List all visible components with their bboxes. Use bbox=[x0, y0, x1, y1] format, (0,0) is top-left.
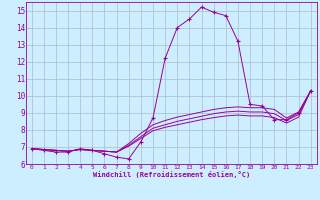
X-axis label: Windchill (Refroidissement éolien,°C): Windchill (Refroidissement éolien,°C) bbox=[92, 171, 250, 178]
